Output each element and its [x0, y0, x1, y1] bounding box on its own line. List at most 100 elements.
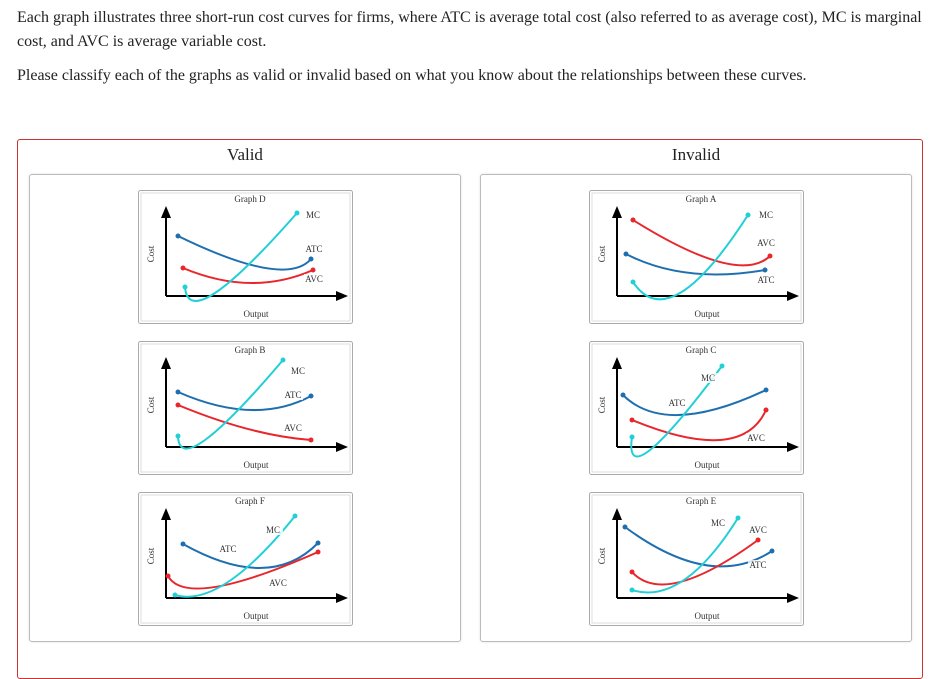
y-axis-label: Cost [597, 396, 607, 413]
curve-end [182, 284, 188, 290]
graph-card[interactable]: Graph B Cost Output MC ATC AVC [138, 341, 353, 475]
instruction: Please classify each of the graphs as va… [17, 67, 807, 84]
card-inner [140, 192, 351, 322]
label-bg [263, 525, 283, 535]
y-axis-label: Cost [146, 245, 156, 262]
cost-curve [177, 359, 284, 450]
curve-end [629, 417, 635, 423]
y-axis-label: Cost [146, 547, 156, 564]
curve-end [180, 541, 186, 547]
curve-end [629, 587, 635, 593]
curve-end [630, 217, 636, 223]
cost-curve [631, 517, 739, 594]
graph-title: Graph F [235, 496, 265, 506]
label-bg [218, 544, 238, 554]
y-arrow [612, 206, 622, 218]
curve-end [755, 537, 761, 543]
cost-curve [182, 267, 314, 284]
label-bg [708, 518, 728, 528]
cost-curve [624, 526, 773, 568]
cost-curve [167, 551, 319, 590]
graph-card[interactable]: Graph C Cost Output MC ATC AVC [589, 341, 804, 475]
curve-label: MC [266, 525, 280, 535]
drop-zone[interactable] [480, 174, 912, 642]
graph-title: Graph C [686, 345, 717, 355]
card-frame [138, 492, 353, 626]
curve-end [175, 389, 181, 395]
graph-card[interactable]: Graph F Cost Output MC ATC AVC [138, 492, 353, 626]
cost-curve [174, 515, 296, 598]
x-arrow [787, 442, 799, 452]
curve-end [719, 363, 725, 369]
cost-curve [177, 391, 312, 411]
y-arrow [612, 508, 622, 520]
cost-curve [177, 235, 312, 271]
card-frame [138, 341, 353, 475]
curve-label: AVC [305, 274, 323, 284]
drop-zone[interactable] [29, 174, 461, 642]
graph-title: Graph B [235, 345, 266, 355]
graph-title: Graph A [686, 194, 717, 204]
curve-label: ATC [219, 544, 236, 554]
curve-end [767, 253, 773, 259]
label-bg [268, 578, 288, 588]
curve-label: AVC [757, 238, 775, 248]
cost-curve [632, 214, 749, 301]
curve-label: ATC [305, 244, 322, 254]
label-bg [304, 274, 324, 284]
curve-end [294, 210, 300, 216]
curve-end [310, 267, 316, 273]
graph-card[interactable]: Graph A Cost Output MC AVC ATC [589, 190, 804, 324]
curve-end [175, 402, 181, 408]
label-bg [756, 210, 776, 220]
label-bg [756, 275, 776, 285]
graph-title: Graph E [686, 496, 717, 506]
instruction: Each graph illustrates three short-run c… [17, 9, 922, 50]
graph-card[interactable]: Graph D Cost Output MC ATC AVC [138, 190, 353, 324]
curve-end [629, 434, 635, 440]
y-arrow [612, 357, 622, 369]
cost-curve [630, 365, 723, 458]
card-frame [589, 341, 804, 475]
card-inner [140, 494, 351, 624]
curve-label: MC [701, 373, 715, 383]
x-arrow [336, 593, 348, 603]
page: {"instructions":["Each graph illustrates… [17, 9, 923, 679]
label-bg [283, 390, 303, 400]
card-inner [591, 494, 802, 624]
cost-curve [182, 542, 319, 569]
curve-end [763, 407, 769, 413]
curve-end [175, 433, 181, 439]
curve-end [308, 437, 314, 443]
x-axis-label: Output [694, 611, 720, 621]
curve-label: MC [306, 210, 320, 220]
curve-end [735, 515, 741, 521]
curve-end [172, 592, 178, 598]
curve-end [308, 256, 314, 262]
curve-end [280, 357, 286, 363]
curve-end [629, 569, 635, 575]
curve-end [762, 267, 768, 273]
curve-label: ATC [668, 398, 685, 408]
curve-label: ATC [749, 560, 766, 570]
y-arrow [161, 508, 171, 520]
x-axis-label: Output [243, 611, 269, 621]
curve-end [315, 549, 321, 555]
label-bg [748, 525, 768, 535]
curve-end [763, 387, 769, 393]
curve-label: ATC [757, 275, 774, 285]
graph-card[interactable]: Graph E Cost Output MC AVC ATC [589, 492, 804, 626]
column-title: Valid [227, 145, 263, 164]
y-arrow [161, 357, 171, 369]
label-bg [288, 366, 308, 376]
curve-label: MC [711, 518, 725, 528]
cost-curve [622, 389, 767, 417]
card-frame [138, 190, 353, 324]
curve-end [308, 393, 314, 399]
column-title: Invalid [671, 145, 721, 164]
label-bg [667, 398, 687, 408]
label-bg [748, 560, 768, 570]
curve-label: AVC [269, 578, 287, 588]
y-axis-label: Cost [146, 396, 156, 413]
label-bg [283, 423, 303, 433]
